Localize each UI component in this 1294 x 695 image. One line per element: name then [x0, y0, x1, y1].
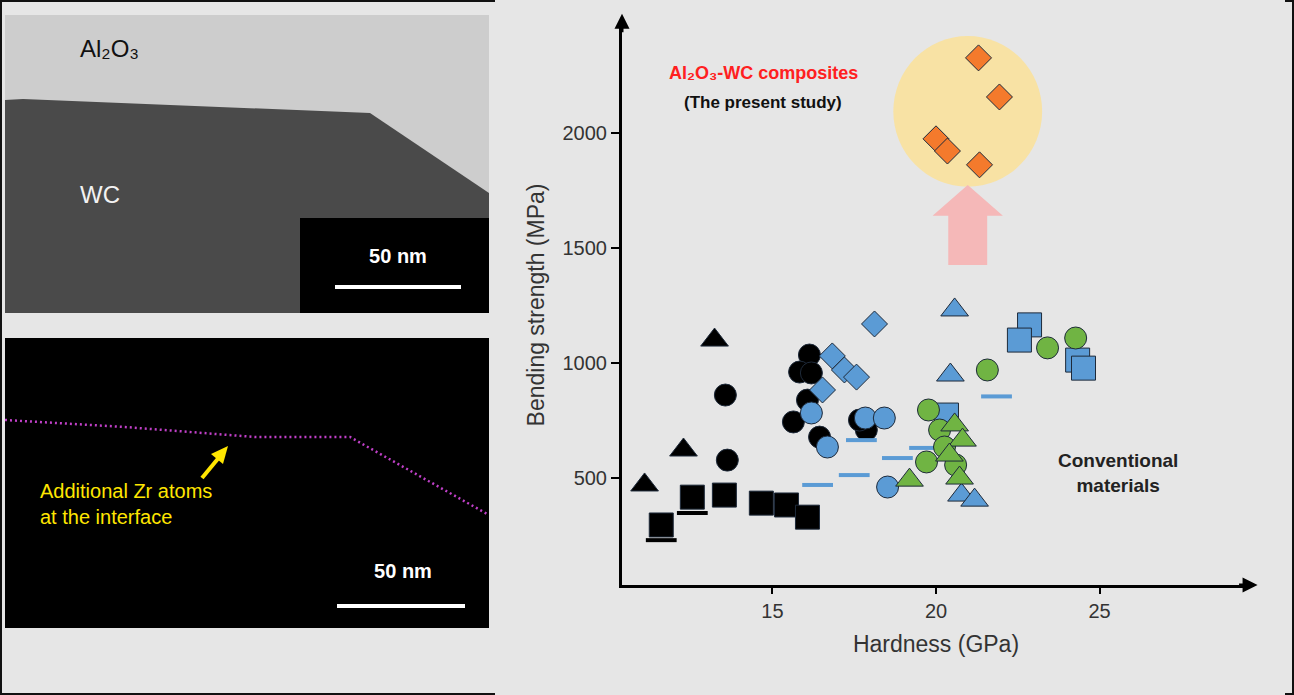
svg-text:15: 15	[761, 600, 783, 622]
svg-text:1000: 1000	[563, 352, 608, 374]
svg-text:Hardness (GPa): Hardness (GPa)	[853, 631, 1019, 657]
svg-text:50 nm: 50 nm	[369, 245, 427, 267]
svg-text:2000: 2000	[563, 122, 608, 144]
svg-text:Additional Zr atoms: Additional Zr atoms	[40, 480, 212, 502]
svg-text:1500: 1500	[563, 237, 608, 259]
svg-text:Conventionalmaterials: Conventionalmaterials	[1058, 450, 1178, 496]
svg-text:Al₂O₃-WC composites: Al₂O₃-WC composites	[669, 63, 858, 83]
svg-text:25: 25	[1088, 600, 1110, 622]
svg-text:Al₂O₃: Al₂O₃	[80, 35, 139, 62]
svg-text:at the interface: at the interface	[40, 506, 172, 528]
svg-text:WC: WC	[80, 181, 120, 208]
svg-text:Bending strength (MPa): Bending strength (MPa)	[523, 184, 549, 427]
svg-text:50 nm: 50 nm	[374, 560, 432, 582]
svg-text:20: 20	[925, 600, 947, 622]
svg-text:(The present study): (The present study)	[684, 93, 842, 112]
svg-text:500: 500	[574, 467, 607, 489]
